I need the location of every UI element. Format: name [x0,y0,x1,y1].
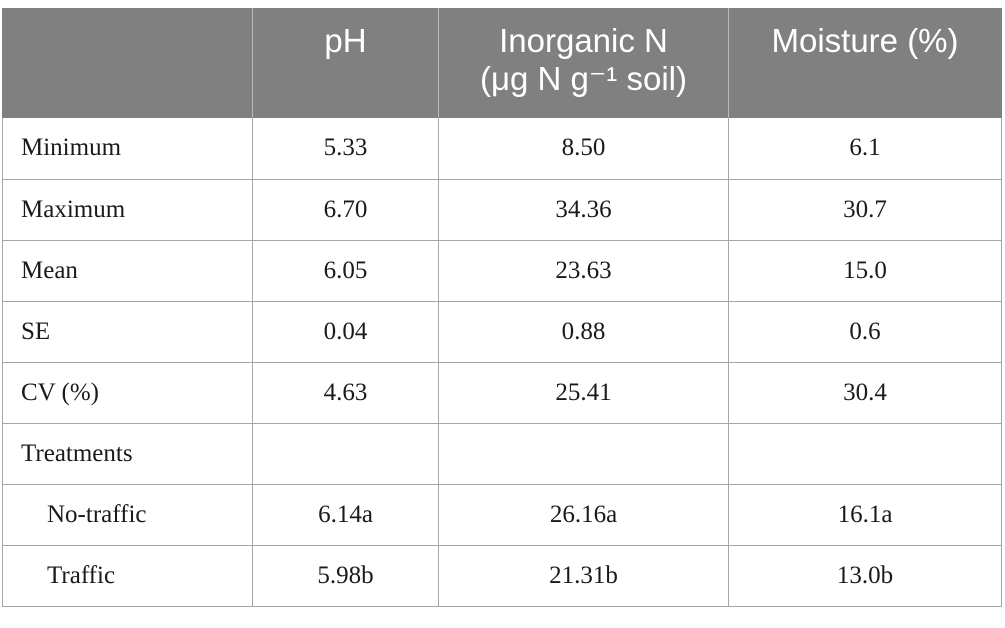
table-row: Minimum 5.33 8.50 6.1 [2,118,1002,180]
row-label: Traffic [2,544,253,607]
table-row: Traffic 5.98b 21.31b 13.0b [2,544,1002,607]
cell-inorganic-n: 34.36 [438,178,729,241]
cell-moisture: 13.0b [728,544,1002,607]
cell-ph: 5.33 [252,118,439,180]
cell-inorganic-n: 0.88 [438,300,729,363]
cell-moisture [728,422,1002,485]
cell-ph: 6.70 [252,178,439,241]
header-moisture-label: Moisture (%) [771,22,959,59]
row-label: SE [2,300,253,363]
cell-ph: 5.98b [252,544,439,607]
header-inorganic-n: Inorganic N (μg N g⁻¹ soil) [438,8,729,118]
row-label: Maximum [2,178,253,241]
cell-inorganic-n: 8.50 [438,118,729,180]
table-row: SE 0.04 0.88 0.6 [2,300,1002,363]
cell-inorganic-n [438,422,729,485]
cell-inorganic-n: 26.16a [438,483,729,546]
table-row: CV (%) 4.63 25.41 30.4 [2,361,1002,424]
cell-moisture: 16.1a [728,483,1002,546]
row-label: Minimum [2,118,253,180]
header-ph: pH [252,8,439,118]
cell-inorganic-n: 23.63 [438,239,729,302]
cell-ph: 0.04 [252,300,439,363]
cell-inorganic-n: 25.41 [438,361,729,424]
table-row: Treatments [2,422,1002,485]
header-inorganic-n-label: Inorganic N [499,22,668,59]
table-body: Minimum 5.33 8.50 6.1 Maximum 6.70 34.36… [2,118,1002,607]
cell-moisture: 30.4 [728,361,1002,424]
row-label: Mean [2,239,253,302]
soil-properties-table: pH Inorganic N (μg N g⁻¹ soil) Moisture … [2,8,1002,607]
cell-inorganic-n: 21.31b [438,544,729,607]
header-inorganic-n-unit: (μg N g⁻¹ soil) [480,60,687,97]
cell-ph: 4.63 [252,361,439,424]
row-label: No-traffic [2,483,253,546]
table-row: Mean 6.05 23.63 15.0 [2,239,1002,302]
row-label: Treatments [2,422,253,485]
cell-moisture: 15.0 [728,239,1002,302]
table-header: pH Inorganic N (μg N g⁻¹ soil) Moisture … [2,8,1002,118]
header-row: pH Inorganic N (μg N g⁻¹ soil) Moisture … [2,8,1002,118]
cell-ph [252,422,439,485]
header-ph-label: pH [324,22,367,59]
header-blank [2,8,253,118]
cell-moisture: 0.6 [728,300,1002,363]
cell-ph: 6.14a [252,483,439,546]
header-moisture: Moisture (%) [728,8,1002,118]
cell-moisture: 30.7 [728,178,1002,241]
cell-ph: 6.05 [252,239,439,302]
table-row: No-traffic 6.14a 26.16a 16.1a [2,483,1002,546]
row-label: CV (%) [2,361,253,424]
table-row: Maximum 6.70 34.36 30.7 [2,178,1002,241]
cell-moisture: 6.1 [728,118,1002,180]
